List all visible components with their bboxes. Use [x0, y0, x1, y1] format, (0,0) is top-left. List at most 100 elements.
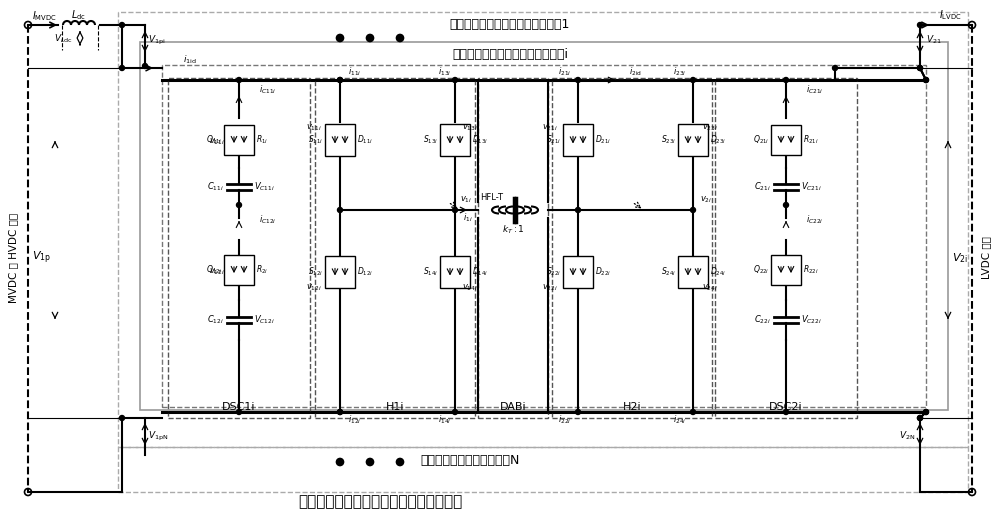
- Circle shape: [237, 78, 242, 83]
- Circle shape: [924, 78, 928, 83]
- Circle shape: [924, 78, 928, 83]
- Text: $R_{2i}$: $R_{2i}$: [256, 264, 268, 276]
- Text: $i_{12i}$: $i_{12i}$: [348, 414, 362, 426]
- Bar: [168, 78, 310, 418]
- Circle shape: [452, 410, 458, 414]
- Text: $Q_{12i}$: $Q_{12i}$: [206, 264, 222, 276]
- Bar: [563, 256, 593, 288]
- Text: $D_{13i}$: $D_{13i}$: [472, 134, 488, 146]
- Circle shape: [396, 34, 404, 42]
- Circle shape: [784, 78, 788, 83]
- Text: $I_{\rm LVDC}$: $I_{\rm LVDC}$: [939, 8, 961, 22]
- Text: $v_{12i}$: $v_{12i}$: [209, 267, 225, 277]
- Text: $V_{C21i}$: $V_{C21i}$: [801, 180, 822, 193]
- Bar: [325, 124, 355, 156]
- Text: $V_{C11i}$: $V_{C11i}$: [254, 180, 275, 193]
- Circle shape: [576, 208, 580, 212]
- Circle shape: [918, 415, 922, 420]
- Text: $V_{C22i}$: $V_{C22i}$: [801, 314, 822, 326]
- Text: $v_{11i}$: $v_{11i}$: [209, 137, 225, 147]
- Circle shape: [366, 34, 374, 42]
- Text: $S_{11i}$: $S_{11i}$: [308, 134, 323, 146]
- Circle shape: [120, 23, 124, 28]
- Text: $i_{C11i}$: $i_{C11i}$: [259, 84, 276, 96]
- Bar: [715, 78, 857, 418]
- Bar: [771, 255, 801, 285]
- Text: $i_{23i}$: $i_{23i}$: [673, 66, 687, 78]
- Circle shape: [832, 65, 838, 70]
- Circle shape: [918, 23, 922, 28]
- Text: $i_{24i}$: $i_{24i}$: [673, 414, 687, 426]
- Text: 离散化开关电容双主动全桥子模块1: 离散化开关电容双主动全桥子模块1: [450, 19, 570, 31]
- Text: $R_{22i}$: $R_{22i}$: [803, 264, 819, 276]
- Bar: [440, 124, 470, 156]
- Text: MVDC 或 HVDC 母线: MVDC 或 HVDC 母线: [8, 213, 18, 303]
- Circle shape: [924, 410, 928, 414]
- Text: $D_{24i}$: $D_{24i}$: [710, 266, 726, 278]
- Text: $I_{\rm MVDC}$: $I_{\rm MVDC}$: [32, 9, 56, 23]
- Circle shape: [784, 410, 788, 414]
- Text: $v_{14i}$: $v_{14i}$: [462, 283, 478, 293]
- Text: $Q_{11i}$: $Q_{11i}$: [206, 134, 222, 146]
- Text: $V_{\rm 1pi}$: $V_{\rm 1pi}$: [148, 33, 166, 47]
- Text: 基于离散化开关电容的模块化直流变压器: 基于离散化开关电容的模块化直流变压器: [298, 494, 462, 509]
- Text: H2i: H2i: [623, 402, 641, 412]
- Text: $S_{12i}$: $S_{12i}$: [308, 266, 323, 278]
- Text: $i_{22i}$: $i_{22i}$: [558, 414, 572, 426]
- Text: DABi: DABi: [500, 402, 526, 412]
- Text: $v_{23i}$: $v_{23i}$: [702, 123, 718, 133]
- Circle shape: [120, 415, 124, 420]
- Text: $v_{2i}$: $v_{2i}$: [700, 195, 712, 205]
- Text: $S_{13i}$: $S_{13i}$: [423, 134, 438, 146]
- Circle shape: [452, 78, 458, 83]
- Circle shape: [576, 410, 580, 414]
- Text: $S_{21i}$: $S_{21i}$: [546, 134, 561, 146]
- Circle shape: [338, 78, 342, 83]
- Text: $v_{13i}$: $v_{13i}$: [462, 123, 478, 133]
- Text: $i_{\rm 1id}$: $i_{\rm 1id}$: [183, 54, 197, 66]
- Text: $i_{11i}$: $i_{11i}$: [348, 66, 362, 78]
- Circle shape: [237, 203, 242, 208]
- Bar: [771, 125, 801, 155]
- Text: $V_{\rm 21}$: $V_{\rm 21}$: [926, 34, 942, 46]
- Text: $i_{C12i}$: $i_{C12i}$: [259, 214, 276, 226]
- Text: $Q_{22i}$: $Q_{22i}$: [753, 264, 769, 276]
- Circle shape: [366, 458, 374, 466]
- Text: $C_{11i}$: $C_{11i}$: [207, 180, 224, 193]
- Text: $R_{1i}$: $R_{1i}$: [256, 134, 268, 146]
- Circle shape: [690, 78, 696, 83]
- Circle shape: [338, 208, 342, 212]
- Text: HFL-T: HFL-T: [480, 193, 503, 203]
- Circle shape: [120, 65, 124, 70]
- Text: $R_{21i}$: $R_{21i}$: [803, 134, 819, 146]
- Text: $k_T:1$: $k_T:1$: [502, 224, 524, 236]
- Text: $V_{L{\rm dc}}$: $V_{L{\rm dc}}$: [54, 33, 73, 45]
- Bar: [325, 256, 355, 288]
- Text: $i_{14i}$: $i_{14i}$: [438, 414, 452, 426]
- Circle shape: [143, 64, 148, 68]
- Text: $V_{C12i}$: $V_{C12i}$: [254, 314, 275, 326]
- Bar: [478, 78, 548, 418]
- Bar: [118, 12, 968, 447]
- Circle shape: [336, 458, 344, 466]
- Bar: [224, 125, 254, 155]
- Text: $i_{1i}$: $i_{1i}$: [463, 212, 473, 224]
- Text: $V_{\rm 1pN}$: $V_{\rm 1pN}$: [148, 430, 168, 443]
- Text: $C_{12i}$: $C_{12i}$: [207, 314, 224, 326]
- Text: $D_{21i}$: $D_{21i}$: [595, 134, 611, 146]
- Text: 离散化开关电容双主动全桥N: 离散化开关电容双主动全桥N: [420, 453, 519, 467]
- Text: $S_{14i}$: $S_{14i}$: [423, 266, 438, 278]
- Text: $v_{24i}$: $v_{24i}$: [702, 283, 718, 293]
- Text: $V_{\rm 2N}$: $V_{\rm 2N}$: [899, 430, 915, 442]
- Bar: [440, 256, 470, 288]
- Text: $L_{\rm dc}$: $L_{\rm dc}$: [71, 8, 87, 22]
- Bar: [162, 65, 926, 407]
- Circle shape: [338, 410, 342, 414]
- Circle shape: [396, 458, 404, 466]
- Text: $D_{12i}$: $D_{12i}$: [357, 266, 373, 278]
- Text: $v_{1i}$: $v_{1i}$: [460, 195, 472, 205]
- Text: $v_{21i}$: $v_{21i}$: [542, 123, 558, 133]
- Circle shape: [452, 208, 458, 212]
- Text: $D_{22i}$: $D_{22i}$: [595, 266, 611, 278]
- Text: DSC2i: DSC2i: [769, 402, 803, 412]
